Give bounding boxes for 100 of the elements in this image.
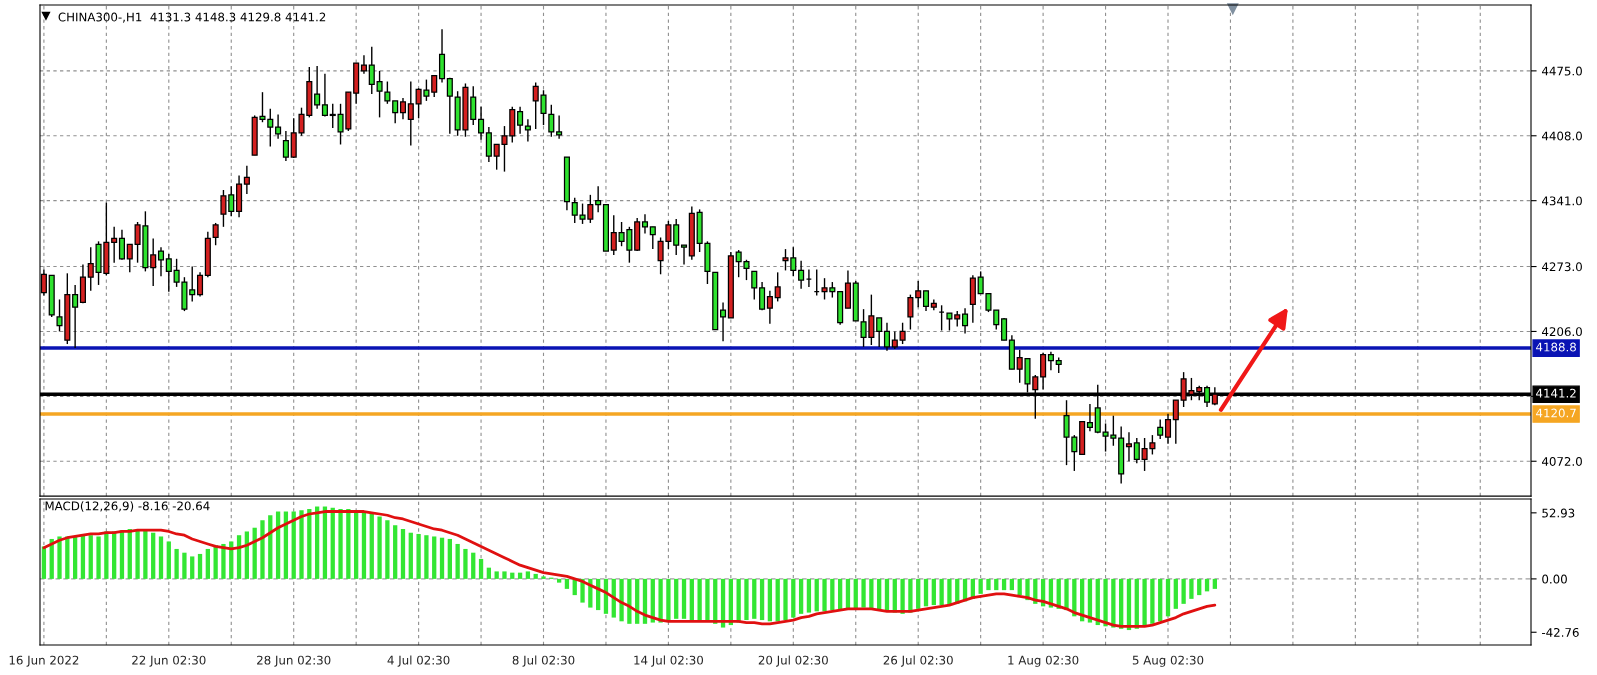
bar: [1001, 578, 1007, 591]
candlestick: [673, 218, 680, 256]
x-tick-label: 5 Aug 02:30: [1132, 655, 1204, 667]
x-tick-label: 22 Jun 02:30: [132, 655, 206, 667]
candlestick: [680, 244, 688, 266]
y-tick-label: -42.76: [1541, 627, 1579, 637]
candlestick: [189, 265, 196, 303]
bar: [447, 538, 452, 579]
bar: [197, 553, 203, 579]
candlestick: [720, 301, 727, 342]
candlestick: [751, 270, 758, 301]
candlestick: [759, 281, 766, 311]
candlestick: [517, 106, 524, 135]
bar: [658, 578, 663, 623]
bar: [72, 536, 78, 579]
candlestick: [556, 114, 563, 140]
candlestick: [360, 54, 368, 75]
bar: [400, 528, 406, 579]
candlestick: [446, 76, 453, 135]
x-tick-label: 26 Jul 02:30: [883, 655, 953, 667]
bar: [564, 578, 570, 589]
y-tick-label: 4206.0: [1541, 327, 1582, 337]
bar: [697, 578, 702, 621]
bar: [471, 552, 476, 579]
y-tick-label: 4072.0: [1541, 456, 1582, 466]
text: CHINA300-,H1 4131.3 4148.3 4129.8 4141.2: [58, 12, 326, 23]
candlestick: [1040, 352, 1047, 391]
candlestick: [798, 260, 805, 290]
bar: [1212, 578, 1217, 589]
y-tick-label: 4408.0: [1541, 131, 1582, 141]
bar: [486, 567, 492, 579]
candlestick: [915, 280, 922, 308]
candlestick: [922, 290, 930, 312]
bar: [1181, 578, 1186, 604]
bar: [986, 578, 991, 591]
bar: [806, 578, 812, 613]
bar: [1158, 578, 1163, 622]
bar: [88, 535, 93, 579]
bar: [533, 573, 538, 579]
bar: [798, 578, 804, 614]
bar: [908, 578, 913, 613]
bar: [205, 548, 210, 579]
bar: [135, 530, 140, 579]
ref-line-label: 4141.2: [1536, 388, 1576, 398]
bar: [299, 510, 304, 579]
x-tick-label: 4 Jul 02:30: [387, 655, 450, 667]
candlestick: [157, 246, 165, 277]
bar: [939, 578, 944, 606]
bar: [783, 578, 788, 621]
bar: [494, 571, 499, 579]
bar: [705, 578, 710, 622]
candlestick: [524, 118, 531, 143]
bar: [744, 578, 749, 621]
candlestick: [212, 222, 219, 246]
candlestick: [774, 271, 781, 303]
bar: [1009, 578, 1015, 591]
bar: [1017, 578, 1022, 596]
bar: [190, 556, 195, 579]
candlestick: [314, 65, 321, 110]
y-tick-label: 4341.0: [1541, 196, 1582, 206]
bar: [361, 511, 367, 579]
bar: [502, 571, 507, 579]
bar: [307, 509, 312, 579]
candlestick: [118, 229, 126, 261]
candlestick: [275, 113, 282, 140]
bar: [338, 509, 343, 579]
bar: [931, 578, 936, 606]
x-tick-label: 8 Jul 02:30: [512, 655, 575, 667]
candlestick: [649, 226, 656, 250]
candlestick: [384, 80, 391, 105]
bar: [1173, 578, 1178, 609]
candlestick: [478, 106, 485, 141]
candlestick: [368, 45, 375, 95]
candlestick: [1133, 437, 1140, 464]
bar: [393, 525, 398, 579]
candlestick: [548, 104, 555, 138]
candlestick: [595, 185, 602, 213]
bar: [814, 578, 819, 612]
bar: [408, 532, 413, 579]
bar: [752, 578, 757, 619]
bar: [822, 578, 827, 612]
ref-line-label: 4188.8: [1536, 342, 1576, 352]
x-tick-label: 14 Jul 02:30: [634, 655, 704, 667]
bar: [767, 578, 773, 622]
bar: [759, 578, 765, 621]
line-series: [42, 510, 1217, 628]
bar: [463, 548, 468, 579]
candlestick: [485, 126, 492, 163]
bar: [900, 578, 905, 614]
bar: [1150, 578, 1155, 624]
candlestick: [1157, 418, 1164, 440]
candlestick: [282, 130, 289, 162]
candlestick: [407, 80, 414, 147]
candlestick: [1086, 403, 1093, 432]
bar: [432, 536, 437, 579]
bar: [627, 578, 632, 624]
candlestick: [961, 307, 969, 335]
candlestick: [376, 70, 383, 119]
bar: [923, 578, 929, 607]
candlestick: [1172, 399, 1179, 445]
